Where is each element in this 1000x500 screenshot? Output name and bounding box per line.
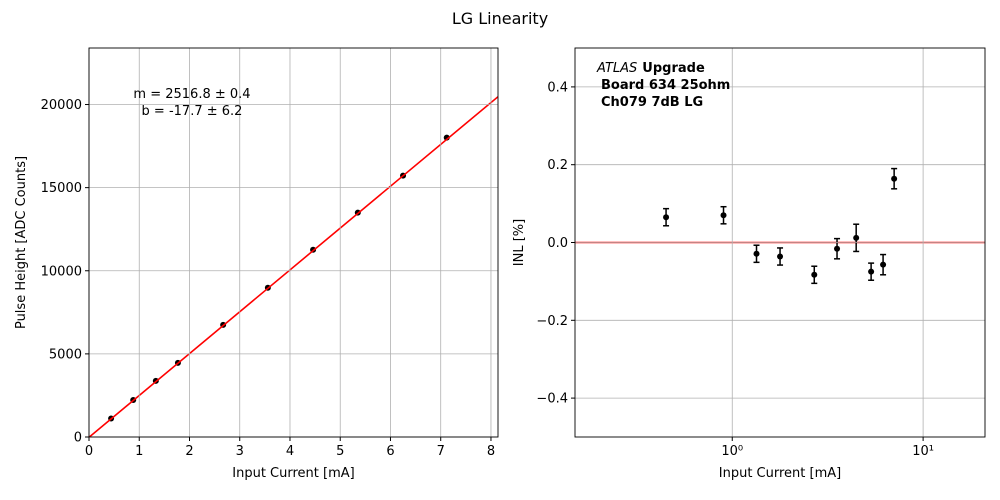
point (753, 250, 760, 257)
point (880, 261, 887, 268)
figure-title: LG Linearity (452, 9, 548, 28)
y-tick-label: 15000 (41, 181, 82, 196)
x-tick-label: 5 (336, 444, 344, 459)
annotation: m = 2516.8 ± 0.4 (133, 87, 250, 102)
axes-frame (88, 47, 499, 438)
point (811, 271, 818, 278)
point (777, 253, 784, 260)
annotation-part: Ch079 7dB LG (601, 95, 703, 110)
x-axis-label: Input Current [mA] (719, 466, 841, 481)
point (868, 268, 875, 275)
x-tick-label: 4 (286, 444, 294, 459)
y-tick-label: 0.0 (547, 236, 568, 251)
annotation: b = -17.7 ± 6.2 (142, 104, 243, 119)
y-tick-label: 20000 (41, 98, 82, 113)
x-tick-label: 7 (437, 444, 445, 459)
y-tick-label: 10000 (41, 264, 82, 279)
x-tick-label: 2 (185, 444, 193, 459)
fit-line (89, 96, 498, 437)
y-tick-label: −0.4 (536, 392, 568, 407)
annotation: ATLAS Upgrade Board 634 25ohm Ch079 7dB LG (596, 61, 730, 110)
point (891, 175, 898, 182)
x-tick-label: 8 (487, 444, 495, 459)
point (853, 234, 860, 241)
annotation-part: ATLAS (596, 61, 637, 76)
axes-frame (574, 47, 986, 438)
y-tick-label: 0 (74, 431, 82, 446)
point (834, 245, 841, 252)
y-tick-label: −0.2 (536, 314, 568, 329)
x-axis-label: Input Current [mA] (232, 466, 354, 481)
x-tick-label: 6 (386, 444, 394, 459)
y-tick-label: 5000 (49, 347, 82, 362)
y-tick-label: 0.2 (547, 158, 568, 173)
x-tick-label: 1 (135, 444, 143, 459)
x-tick-label: 0 (85, 444, 93, 459)
plot-area (89, 96, 498, 437)
y-tick-label: 0.4 (547, 80, 568, 95)
y-axis-label: Pulse Height [ADC Counts] (14, 156, 29, 329)
x-tick-label: 10¹ (912, 444, 934, 459)
x-tick-label: 10⁰ (721, 444, 743, 459)
x-tick-label: 3 (236, 444, 244, 459)
y-axis-label: INL [%] (512, 219, 527, 266)
annotation-part: Upgrade (642, 61, 705, 76)
annotation-part: Board 634 25ohm (601, 78, 730, 93)
point (720, 212, 727, 219)
point (663, 214, 670, 221)
